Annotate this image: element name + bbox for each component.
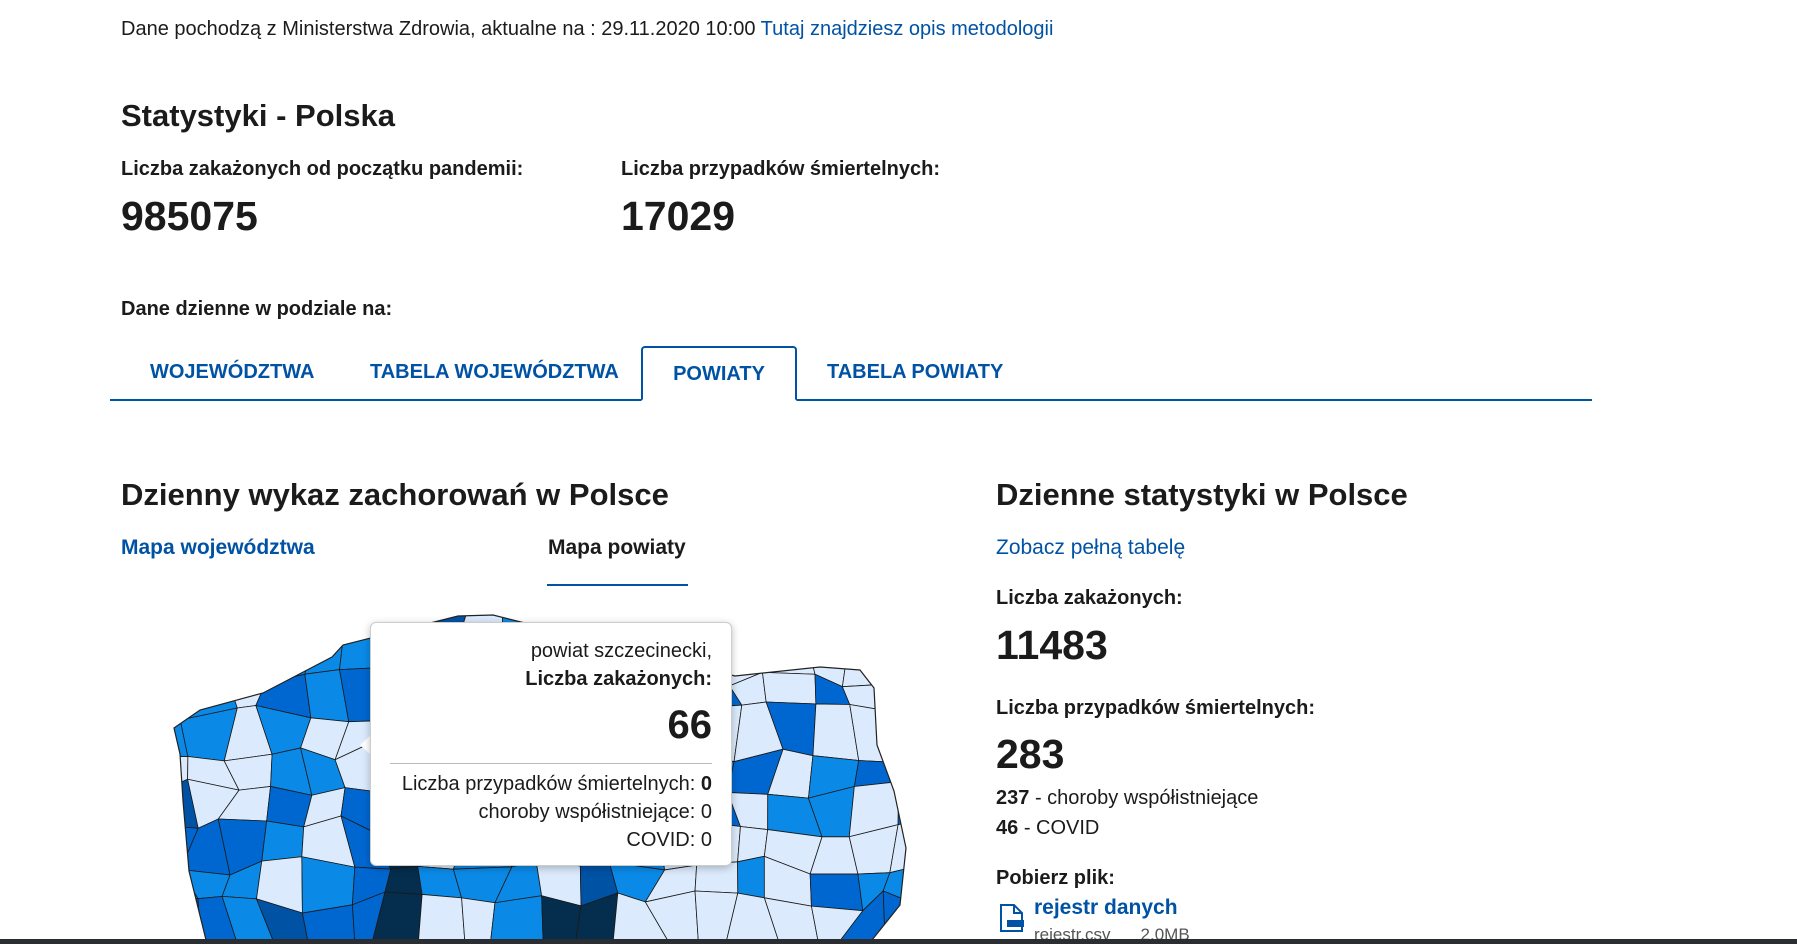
tooltip-divider [390,763,712,764]
total-deaths-value: 17029 [621,193,736,239]
powiat-region[interactable] [890,701,930,763]
map-powiaty-active-underline [547,584,688,586]
powiat-region[interactable] [853,760,900,787]
file-csv-icon [1000,904,1024,932]
powiat-region[interactable] [843,600,893,637]
covid-count: 46 [996,817,1019,839]
powiat-region[interactable] [299,600,345,640]
tab-tabela-wojewodztwa[interactable]: TABELA WOJEWÓDZTWA [370,361,619,383]
powiat-region[interactable] [879,635,930,685]
comorbid-label: - choroby współistniejące [1034,787,1259,809]
powiat-region[interactable] [889,816,930,874]
powiat-region[interactable] [839,890,886,940]
map-section-heading: Dzienny wykaz zachorowań w Polsce [121,477,669,512]
tooltip-comorbid-value: 0 [700,801,712,823]
tab-tabela-powiaty[interactable]: TABELA POWIATY [827,361,1004,383]
page-title: Statystyki - Polska [121,98,395,133]
powiat-region[interactable] [384,865,423,895]
daily-comorbid-line: 237 - choroby współistniejące [996,787,1258,810]
powiat-region[interactable] [261,820,305,862]
os-taskbar [0,939,1797,944]
map-powiaty-tab[interactable]: Mapa powiaty [548,536,686,559]
covid-label: - COVID [1023,817,1100,839]
powiat-region[interactable] [575,892,619,940]
powiat-region[interactable] [810,905,864,940]
powiat-region[interactable] [372,891,423,940]
powiat-region[interactable] [889,677,930,712]
tab-bar: WOJEWÓDZTWA TABELA WOJEWÓDZTWA POWIATY T… [110,346,1592,401]
powiat-region[interactable] [150,671,201,721]
powiat-region[interactable] [879,600,930,643]
powiat-region[interactable] [891,753,930,786]
tooltip-comorbid: choroby współistniejące: 0 [390,798,712,826]
download-label: Pobierz plik: [996,867,1115,889]
powiat-region[interactable] [737,855,765,899]
data-source-text: Dane pochodzą z Ministerstwa Zdrowia, ak… [121,18,756,40]
full-table-link[interactable]: Zobacz pełną tabelę [996,536,1186,559]
daily-stats-heading: Dzienne statystyki w Polsce [996,477,1408,512]
tooltip-infected-value: 66 [667,703,713,747]
poland-outline [173,614,907,940]
powiat-region[interactable] [225,635,267,684]
map-wojewodztwa-link[interactable]: Mapa województwa [121,536,315,559]
powiat-region[interactable] [150,712,189,758]
powiat-region[interactable] [221,895,274,940]
powiat-region[interactable] [150,892,202,940]
powiat-region[interactable] [351,891,386,940]
daily-deaths-label: Liczba przypadków śmiertelnych: [996,697,1315,719]
powiat-region[interactable] [612,892,669,940]
tooltip-deaths-value: 0 [700,773,712,795]
powiat-region[interactable] [257,600,318,637]
powiat-region[interactable] [882,890,930,940]
powiat-region[interactable] [644,890,699,940]
tooltip-deaths: Liczba przypadków śmiertelnych: 0 [390,770,712,798]
tooltip-covid-value: 0 [700,829,712,851]
powiat-region[interactable] [762,671,817,705]
tab-powiaty[interactable]: POWIATY [641,346,797,401]
total-infected-label: Liczba zakażonych od początku pandemii: [121,158,524,180]
map-tooltip: powiat szczecinecki, Liczba zakażonych: … [370,622,732,866]
powiat-region[interactable] [418,894,466,940]
powiat-region[interactable] [763,897,819,940]
powiat-region[interactable] [255,898,309,940]
powiat-region[interactable] [726,892,779,940]
rejestr-danych-link[interactable]: rejestr danych [1034,896,1178,919]
powiat-region[interactable] [461,897,496,940]
daily-breakdown-label: Dane dzienne w podziale na: [121,298,393,320]
methodology-link[interactable]: Tutaj znajdziesz opis metodologii [760,18,1054,40]
powiat-region[interactable] [490,895,544,940]
powiat-region[interactable] [150,627,201,680]
tab-wojewodztwa[interactable]: WOJEWÓDZTWA [150,361,315,383]
powiat-region[interactable] [694,890,739,940]
comorbid-count: 237 [996,787,1030,809]
powiat-region[interactable] [228,600,259,650]
total-deaths-label: Liczba przypadków śmiertelnych: [621,158,940,180]
tooltip-infected-label: Liczba zakażonych: [525,668,712,690]
powiat-region[interactable] [180,600,239,650]
powiat-region[interactable] [694,861,739,894]
tooltip-region: powiat szczecinecki, [530,640,712,662]
tooltip-comorbid-label: choroby współistniejące: [478,801,696,823]
powiat-region[interactable] [809,873,864,912]
powiat-region[interactable] [301,904,356,940]
powiat-region[interactable] [767,600,818,642]
daily-covid-line: 46 - COVID [996,817,1099,840]
powiat-region[interactable] [734,600,781,642]
powiat-region[interactable] [803,600,852,632]
data-source-note: Dane pochodzą z Ministerstwa Zdrowia, ak… [121,18,1053,41]
daily-deaths-value: 283 [996,731,1065,777]
total-infected-value: 985075 [121,193,258,239]
powiat-region[interactable] [882,862,930,911]
tooltip-covid-label: COVID: [626,829,696,851]
powiat-region[interactable] [897,781,930,826]
powiat-region[interactable] [150,600,190,639]
tooltip-covid: COVID: 0 [390,826,712,854]
powiat-region[interactable] [180,626,239,676]
tooltip-deaths-label: Liczba przypadków śmiertelnych: [401,773,696,795]
daily-infected-value: 11483 [996,622,1108,668]
daily-infected-label: Liczba zakażonych: [996,587,1183,609]
tooltip-pointer [360,735,371,755]
powiat-region[interactable] [541,895,582,940]
